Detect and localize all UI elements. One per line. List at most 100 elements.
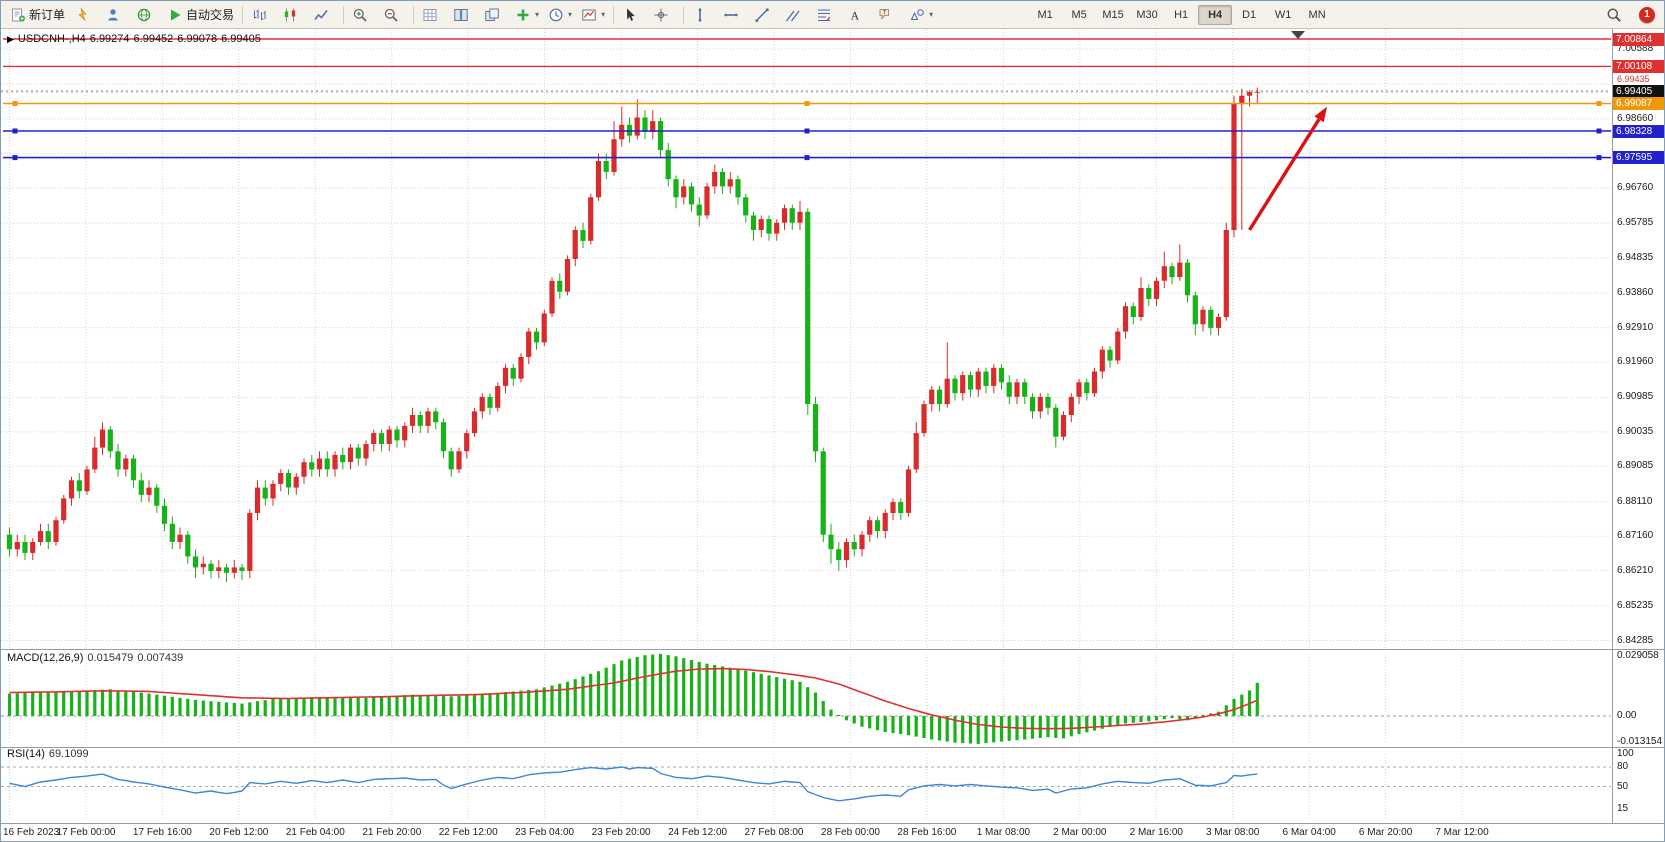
- macd-main-value: 0.015479: [87, 652, 134, 664]
- new-chart-button[interactable]: ▾: [511, 3, 543, 27]
- candle-chart-type-button[interactable]: [278, 3, 308, 27]
- candlesticks-layer: [6, 87, 1260, 582]
- price-axis-label: 7.00588: [1617, 43, 1654, 54]
- time-axis-label: 17 Feb 16:00: [132, 827, 192, 838]
- line-handle[interactable]: [12, 101, 18, 106]
- time-axis-label: 20 Feb 12:00: [209, 827, 269, 838]
- price-marker-label: 6.98328: [1613, 124, 1664, 138]
- timeframe-m30[interactable]: M30: [1136, 8, 1158, 21]
- price-marker-label: 6.97595: [1613, 151, 1664, 165]
- crosshair-button[interactable]: [649, 3, 679, 27]
- search-button[interactable]: [1602, 3, 1632, 27]
- period-button[interactable]: ▾: [544, 3, 576, 27]
- rsi-scale-label: 100: [1617, 748, 1634, 759]
- cursor-button[interactable]: [618, 3, 648, 27]
- time-axis-label: 21 Feb 04:00: [285, 827, 345, 838]
- fibo-icon: [816, 7, 832, 23]
- toolbar-separator: [413, 5, 415, 24]
- price-axis-label: 6.93860: [1617, 287, 1654, 299]
- timeframe-m1[interactable]: M1: [1037, 8, 1053, 21]
- dropdown-caret-icon[interactable]: ▾: [535, 10, 540, 19]
- trend-icon: [754, 7, 770, 23]
- line-handle[interactable]: [804, 128, 810, 134]
- line-handle[interactable]: [1596, 128, 1602, 134]
- dropdown-caret-icon[interactable]: ▾: [929, 10, 934, 19]
- rsi-scale-label: 15: [1617, 803, 1629, 815]
- plus-icon: [515, 7, 531, 23]
- template-icon: [581, 7, 597, 23]
- new-order-button-label: 新订单: [29, 8, 66, 22]
- text-button[interactable]: A: [843, 3, 873, 27]
- timeframe-h4[interactable]: H4: [1198, 4, 1233, 25]
- crosshair-icon: [653, 7, 669, 23]
- timeframe-mn[interactable]: MN: [1308, 8, 1326, 21]
- grid-icon: [422, 7, 438, 23]
- tile-windows-button[interactable]: [449, 3, 479, 27]
- zoomin-icon: [352, 7, 368, 23]
- algo-trading-button[interactable]: 自动交易: [163, 3, 238, 27]
- tile-icon: [453, 7, 469, 23]
- price-axis-label: 6.88110: [1617, 495, 1653, 507]
- fibonacci-button[interactable]: [812, 3, 842, 27]
- line-handle[interactable]: [804, 155, 810, 161]
- template-button[interactable]: ▾: [577, 3, 609, 27]
- time-axis-label: 2 Mar 00:00: [1053, 827, 1107, 838]
- texta-icon: A: [847, 7, 863, 23]
- new-order-button[interactable]: 新订单: [6, 3, 69, 27]
- rsi-value: 69.1099: [48, 748, 89, 760]
- cascade-windows-button[interactable]: [480, 3, 510, 27]
- line-chart-type-button[interactable]: [309, 3, 339, 27]
- rsi-scale-label: 80: [1617, 761, 1629, 772]
- chart-shift-marker[interactable]: [1291, 31, 1305, 39]
- data-window-button[interactable]: [101, 3, 131, 27]
- navigator-button[interactable]: [132, 3, 162, 27]
- price-axis-label: 6.98660: [1617, 112, 1654, 124]
- trendline-button[interactable]: [750, 3, 780, 27]
- line-handle[interactable]: [804, 101, 810, 106]
- shapes-button[interactable]: ▾: [905, 3, 937, 27]
- chart-area[interactable]: ▶ USDCNH-,H4 6.99274 6.99452 6.99078 6.99405 …: [1, 29, 1664, 841]
- timeframe-h1[interactable]: H1: [1174, 8, 1189, 21]
- zoom-out-button[interactable]: [379, 3, 409, 27]
- timeframe-m5[interactable]: M5: [1071, 8, 1087, 21]
- grid-button[interactable]: [418, 3, 448, 27]
- chart-plot[interactable]: [1, 29, 1664, 841]
- price-axis-label: 6.90985: [1617, 391, 1654, 403]
- one-click-trading-toggle[interactable]: ▶: [7, 34, 14, 44]
- price-axis-label: 6.89085: [1617, 460, 1654, 472]
- chart-ohlc-header: ▶ USDCNH-,H4 6.99274 6.99452 6.99078 6.99405: [7, 33, 265, 45]
- zoom-in-button[interactable]: [348, 3, 378, 27]
- line-handle[interactable]: [1596, 155, 1602, 161]
- globe-icon: [136, 7, 152, 23]
- person-icon: [105, 7, 121, 23]
- timeframe-w1[interactable]: W1: [1274, 8, 1292, 21]
- horizontal-line-button[interactable]: [719, 3, 749, 27]
- trend-arrow-annotation[interactable]: [1248, 106, 1328, 231]
- line-handle[interactable]: [12, 128, 18, 134]
- label-button[interactable]: T: [874, 3, 904, 27]
- market-watch-button[interactable]: [70, 3, 100, 27]
- toolbar-separator: [683, 5, 685, 24]
- line-handle[interactable]: [1596, 101, 1602, 106]
- line-handle[interactable]: [12, 155, 18, 161]
- ohlc-open: 6.99274: [89, 33, 130, 45]
- horizontal-line-objects[interactable]: [3, 38, 1611, 161]
- bars-icon: [251, 7, 267, 23]
- panel-separators: [1, 29, 1664, 824]
- timeframe-m15[interactable]: M15: [1102, 8, 1124, 21]
- shapes-icon: [909, 7, 925, 23]
- hline-icon: [723, 7, 739, 23]
- clock-icon: [548, 7, 564, 23]
- macd-scale-top: 0.029058: [1617, 650, 1659, 661]
- time-axis-label: 7 Mar 12:00: [1435, 827, 1489, 838]
- timeframe-d1[interactable]: D1: [1242, 8, 1257, 21]
- rsi-header: RSI(14) 69.1099: [7, 748, 93, 760]
- vertical-line-button[interactable]: [688, 3, 718, 27]
- bar-chart-type-button[interactable]: [247, 3, 277, 27]
- channel-icon: [785, 7, 801, 23]
- channel-button[interactable]: [781, 3, 811, 27]
- dropdown-caret-icon[interactable]: ▾: [601, 10, 606, 19]
- price-axis-label: 6.86210: [1617, 564, 1654, 576]
- dropdown-caret-icon[interactable]: ▾: [568, 10, 573, 19]
- notification-badge[interactable]: 1: [1639, 6, 1655, 23]
